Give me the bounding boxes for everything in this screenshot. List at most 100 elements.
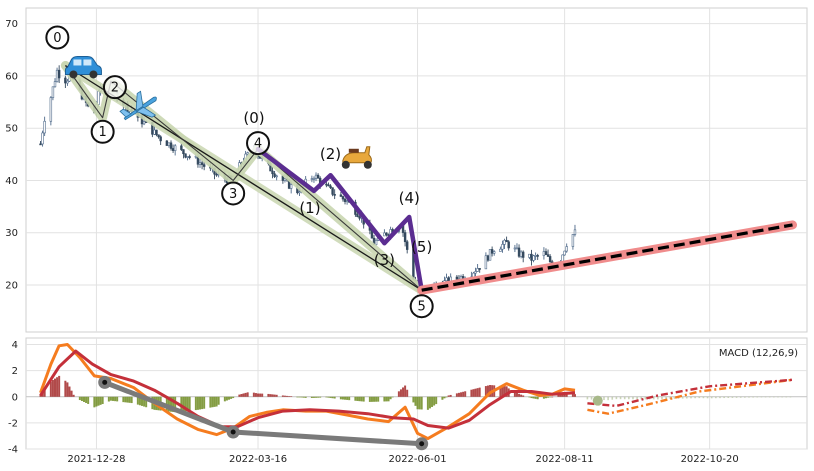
candle-body: [501, 244, 504, 250]
macd-histogram-bar: [346, 396, 349, 400]
macd-projected-bar: [748, 396, 750, 398]
candle-body: [188, 156, 191, 158]
xtick-label: 2022-08-11: [536, 454, 594, 465]
candle-body: [171, 148, 175, 151]
macd-histogram-bar: [520, 394, 523, 397]
candle-body: [55, 69, 59, 82]
macd-histogram-bar: [271, 394, 274, 397]
macd-histogram-bar: [72, 394, 75, 397]
signal-line: [39, 349, 576, 430]
macd-histogram-bar: [80, 396, 83, 402]
macd-histogram-bar: [414, 396, 417, 406]
macd-projected-bar: [781, 396, 783, 398]
candle-body: [316, 174, 320, 179]
macd-ytick-label: 0: [12, 392, 18, 403]
macd-projected-bar: [611, 396, 614, 400]
macd-histogram-bar: [228, 396, 231, 400]
macd-histogram-bar: [387, 396, 390, 402]
macd-projected-bar: [710, 396, 713, 399]
macd-projected-bar: [628, 396, 630, 400]
macd-histogram-bar: [547, 396, 550, 398]
candle-body: [327, 184, 330, 187]
candle-body: [455, 276, 459, 280]
macd-histogram-bar: [252, 392, 255, 397]
signal-projection-line: [587, 378, 793, 408]
macd-histogram-bar: [544, 396, 547, 399]
macd-projected-bar: [785, 396, 788, 398]
macd-histogram-bar: [431, 396, 434, 407]
macd-histogram-bar: [333, 396, 336, 399]
macd-histogram-bar: [70, 390, 73, 397]
macd-histogram-bar: [464, 391, 467, 397]
macd-projected-bar: [698, 396, 701, 399]
candle-body: [333, 194, 336, 196]
macd-histogram-bar: [528, 396, 531, 398]
macd-histogram-bar: [344, 396, 347, 400]
macd-histogram-bar: [138, 396, 141, 406]
candle-body: [521, 251, 525, 258]
candle-body: [532, 255, 535, 261]
candle-body: [49, 97, 53, 122]
candle-body: [515, 247, 519, 250]
macd-histogram-bar: [573, 394, 576, 397]
macd-histogram-bar: [201, 396, 204, 410]
macd-projected-bar: [690, 396, 692, 399]
candle-body: [298, 191, 301, 194]
macd-histogram-bar: [499, 385, 502, 397]
candle-body: [167, 142, 171, 146]
macd-histogram-bar: [402, 387, 405, 397]
macd-projected-bar: [673, 396, 676, 399]
macd-histogram-bar: [275, 394, 278, 397]
macd-histogram-bar: [257, 393, 260, 397]
macd-histogram-bar: [368, 396, 371, 402]
macd-histogram-bar: [370, 396, 373, 402]
macd-projection-line: [587, 378, 793, 415]
candle-body: [159, 136, 162, 142]
xtick-label: 2022-06-01: [388, 454, 446, 465]
candle-body: [385, 232, 388, 236]
candle-body: [505, 239, 508, 243]
macd-histogram-bar: [397, 391, 400, 397]
macd-histogram-bar: [404, 385, 407, 397]
macd-histogram-bar: [43, 389, 46, 397]
macd-projected-bar: [657, 396, 659, 400]
wave-marker-circle: [221, 181, 246, 206]
divergence-point-core: [419, 441, 425, 447]
macd-histogram-bar: [513, 392, 516, 397]
macd-projected-bar: [623, 396, 626, 400]
candle-body: [41, 132, 44, 145]
macd-histogram-bar: [188, 396, 191, 411]
macd-histogram-bar: [217, 396, 220, 405]
candle-body: [202, 164, 206, 167]
candle-body: [57, 69, 61, 79]
price-grid: [26, 8, 807, 332]
candle-body: [405, 241, 409, 250]
macd-histogram-bar: [571, 393, 574, 397]
macd-histogram-bar: [557, 394, 560, 397]
macd-histogram-bar: [501, 385, 504, 397]
macd-histogram-bar: [136, 396, 139, 405]
airplane-icon: [119, 90, 157, 121]
candle-body: [476, 268, 479, 272]
macd-histogram-bar: [238, 394, 241, 397]
candle-body: [339, 194, 343, 197]
candle-body: [186, 156, 189, 158]
candle-body: [184, 153, 187, 158]
candle-body: [517, 247, 521, 257]
macd-ytick-label: 4: [12, 340, 18, 351]
macd-projected-bar: [756, 396, 759, 398]
macd-histogram-bar: [182, 396, 185, 412]
macd-histogram-bar: [489, 385, 492, 397]
macd-histogram-bar: [304, 396, 307, 398]
support-line: [65, 64, 423, 291]
wave-marker-label: 4: [254, 137, 262, 152]
macd-histogram-bar: [420, 396, 423, 410]
macd-histogram-bar: [406, 389, 409, 397]
candle-body: [39, 143, 42, 146]
candle-body: [310, 178, 314, 180]
macd-histogram-bar: [261, 393, 264, 397]
candle-body: [66, 80, 69, 84]
macd-histogram-bar: [209, 396, 212, 408]
macd-histogram-bar: [124, 396, 127, 403]
macd-projected-bar: [665, 396, 667, 400]
